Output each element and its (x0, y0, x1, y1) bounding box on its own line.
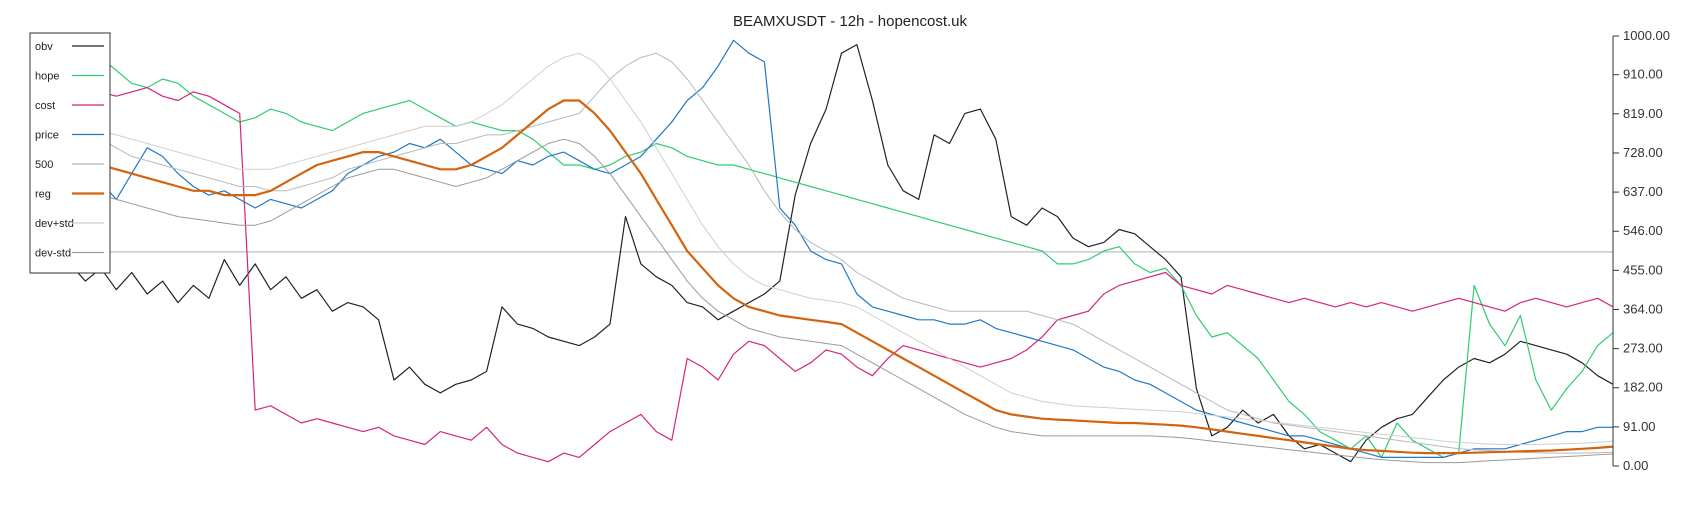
legend-box (29, 32, 111, 274)
y-axis: 1000.00 910.00 819.00 728.00 637.00 546.00 455… (1612, 28, 1670, 473)
y-tick-label: 819.00 (1623, 106, 1663, 121)
plot-lines (30, 39, 1614, 464)
series-line-500 (69, 52, 1614, 454)
legend-label: dev+std (35, 218, 74, 230)
series-line-hope (69, 44, 1614, 458)
legend-label: hope (35, 71, 59, 83)
y-tick-label: 91.00 (1623, 419, 1656, 434)
series-line-reg (69, 99, 1614, 455)
y-tick-label: 637.00 (1623, 184, 1663, 199)
legend-label: cost (35, 100, 55, 112)
y-tick-label: 364.00 (1623, 301, 1663, 316)
y-tick-label: 1000.00 (1623, 28, 1670, 43)
series-line-dev-std (69, 52, 1614, 445)
chart-title: BEAMXUSDT - 12h - hopencost.uk (733, 13, 967, 30)
legend-label: 500 (35, 159, 53, 171)
y-tick-label: 182.00 (1623, 380, 1663, 395)
y-tick-label: 728.00 (1623, 145, 1663, 160)
legend-label: price (35, 130, 59, 142)
legend-label: obv (35, 41, 53, 53)
series-line-cost (69, 78, 1614, 463)
legend: obv hope cost price 500 reg dev+std dev-std (29, 32, 111, 274)
y-tick-label: 0.00 (1623, 458, 1648, 473)
series-line-obv (69, 44, 1614, 463)
y-tick-label: 910.00 (1623, 67, 1663, 82)
y-tick-label: 455.00 (1623, 262, 1663, 277)
legend-label: reg (35, 189, 51, 201)
series-line-price (69, 39, 1613, 458)
y-tick-label: 546.00 (1623, 223, 1663, 238)
legend-label: dev-std (35, 248, 71, 260)
series-line-dev-std (69, 138, 1614, 464)
y-tick-label: 273.00 (1623, 341, 1663, 356)
